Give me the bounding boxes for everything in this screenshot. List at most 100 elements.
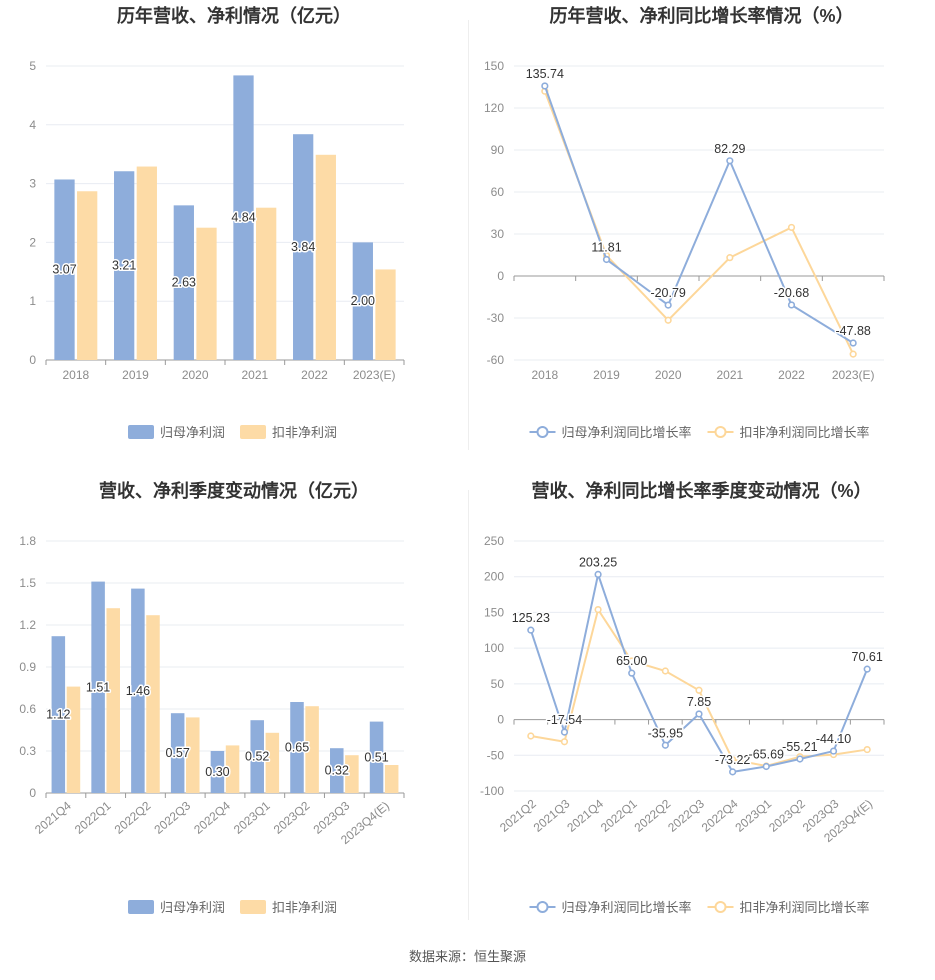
- x-tick-label: 2020: [655, 368, 682, 382]
- x-tick-label: 2023(E): [832, 368, 875, 382]
- x-tick-label: 2022Q4: [191, 798, 233, 836]
- bar-value-label: 2.63: [172, 276, 196, 290]
- bar-net-profit: [51, 636, 66, 793]
- y-tick-label: 200: [484, 570, 504, 584]
- x-tick-label: 2020: [182, 368, 209, 382]
- annual-profit-chart: 历年营收、净利情况（亿元） 0 1 2 3 4 5 2018 2019 2020 2021 2022 2…: [0, 0, 468, 470]
- x-tick-label: 2022Q2: [632, 796, 674, 834]
- bar-value-label: 0.65: [285, 741, 309, 755]
- chart-title: 历年营收、净利同比增长率情况（%）: [549, 5, 853, 26]
- annual-growth-chart: 历年营收、净利同比增长率情况（%） -60 -30 0 30 60 90 120 150 2018…: [468, 0, 935, 470]
- point-net-profit-growth: [787, 301, 796, 309]
- bar-deducted-profit: [315, 154, 336, 360]
- bar-net-profit: [250, 720, 264, 793]
- x-tick-label: 2018: [62, 368, 89, 382]
- x-tick-label: 2021Q3: [531, 796, 573, 834]
- bar-net-profit: [369, 721, 384, 793]
- bar-value-label: 3.84: [291, 240, 315, 254]
- point-value-label: -65.69: [749, 747, 784, 761]
- point-net-profit-growth: [560, 728, 569, 736]
- y-tick-label: 0: [497, 269, 504, 283]
- point-deducted-profit-growth: [661, 667, 669, 675]
- y-tick-label: 1.8: [19, 534, 36, 548]
- y-tick-label: 100: [484, 641, 504, 655]
- panel-divider-top: [468, 20, 469, 450]
- bar-net-profit: [114, 171, 135, 360]
- bar-value-label: 0.51: [364, 750, 388, 764]
- bar-net-profit: [131, 588, 145, 793]
- bar-net-profit: [293, 134, 314, 360]
- x-tick-label: 2022: [778, 368, 805, 382]
- point-net-profit-growth: [829, 747, 838, 755]
- point-deducted-profit-growth: [726, 254, 734, 262]
- bar-net-profit: [91, 581, 105, 793]
- point-value-label: -20.68: [774, 286, 809, 300]
- x-tick-label: 2021Q4: [564, 796, 606, 834]
- legend-label: 归母净利润: [160, 900, 225, 915]
- x-tick-label: 2018: [531, 368, 558, 382]
- legend-label: 扣非净利润同比增长率: [740, 425, 870, 440]
- point-value-label: 135.74: [526, 67, 564, 81]
- data-source-note: 数据来源：恒生聚源: [408, 949, 526, 964]
- bar-deducted-profit: [196, 227, 217, 360]
- point-net-profit-growth: [726, 157, 734, 165]
- annual-profit-chart-svg: 历年营收、净利情况（亿元） 0 1 2 3 4 5 2018 2019 2020 2021 2022 2…: [29, 5, 405, 440]
- y-tick-label: 0.9: [19, 660, 36, 674]
- bar-value-label: 1.12: [46, 708, 70, 722]
- point-net-profit-growth: [628, 669, 636, 677]
- legend-swatch: [128, 425, 154, 439]
- bar-value-label: 2.00: [351, 294, 375, 308]
- y-tick-label: 3: [29, 177, 36, 191]
- point-deducted-profit-growth: [594, 605, 602, 614]
- bar-deducted-profit: [77, 191, 98, 360]
- y-tick-label: 150: [484, 59, 504, 73]
- point-net-profit-growth: [661, 741, 669, 749]
- point-net-profit-growth: [664, 301, 672, 309]
- point-net-profit-growth: [729, 768, 737, 776]
- point-net-profit-growth: [695, 710, 703, 718]
- quarterly-growth-chart-svg: 营收、净利同比增长率季度变动情况（%） -100 -50 0 50 100 150 200 25…: [480, 480, 885, 915]
- point-value-label: 70.61: [852, 650, 883, 664]
- panel-divider-bottom: [468, 490, 469, 920]
- bar-value-label: 3.21: [112, 259, 136, 273]
- legend-label: 扣非净利润: [272, 900, 337, 915]
- bar-deducted-profit: [384, 765, 399, 793]
- x-tick-label: 2019: [593, 368, 620, 382]
- x-tick-label: 2022Q3: [665, 796, 707, 834]
- bar-net-profit: [170, 713, 185, 793]
- bar-deducted-profit: [375, 269, 396, 360]
- point-value-label: -17.54: [547, 713, 582, 727]
- point-value-label: -20.79: [650, 286, 685, 300]
- x-tick-label: 2022Q4: [699, 796, 741, 834]
- bar-value-label: 0.32: [325, 764, 349, 778]
- chart-title: 营收、净利同比增长率季度变动情况（%）: [531, 480, 871, 501]
- y-tick-label: 4: [29, 118, 36, 132]
- x-tick-label: 2019: [122, 368, 149, 382]
- y-tick-label: 120: [484, 101, 504, 115]
- point-deducted-profit-growth: [729, 755, 737, 764]
- legend-swatch: [128, 900, 154, 914]
- legend-label: 扣非净利润同比增长率: [740, 900, 870, 915]
- bar-net-profit: [233, 75, 254, 361]
- point-net-profit-growth: [849, 339, 857, 347]
- x-tick-label: 2022Q3: [151, 798, 193, 836]
- point-deducted-profit-growth: [695, 686, 703, 694]
- point-net-profit-growth: [594, 570, 602, 578]
- point-value-label: -47.88: [835, 324, 870, 338]
- y-tick-label: -100: [480, 784, 504, 798]
- y-tick-label: 50: [491, 677, 505, 691]
- point-value-label: -44.10: [816, 732, 851, 746]
- y-tick-label: 0.6: [19, 702, 36, 716]
- y-tick-label: 2: [29, 235, 36, 249]
- x-tick-label: 2022Q2: [112, 798, 154, 836]
- quarterly-growth-chart: 营收、净利同比增长率季度变动情况（%） -100 -50 0 50 100 150 200 25…: [468, 470, 935, 940]
- x-tick-label: 2022: [301, 368, 328, 382]
- point-value-label: -35.95: [648, 726, 683, 740]
- point-value-label: 7.85: [687, 695, 711, 709]
- y-tick-label: -30: [487, 311, 505, 325]
- x-tick-label: 2023Q1: [231, 798, 273, 836]
- bar-deducted-profit: [66, 686, 81, 793]
- legend-marker: [536, 901, 549, 913]
- y-tick-label: 250: [484, 534, 504, 548]
- bar-deducted-profit: [186, 717, 200, 793]
